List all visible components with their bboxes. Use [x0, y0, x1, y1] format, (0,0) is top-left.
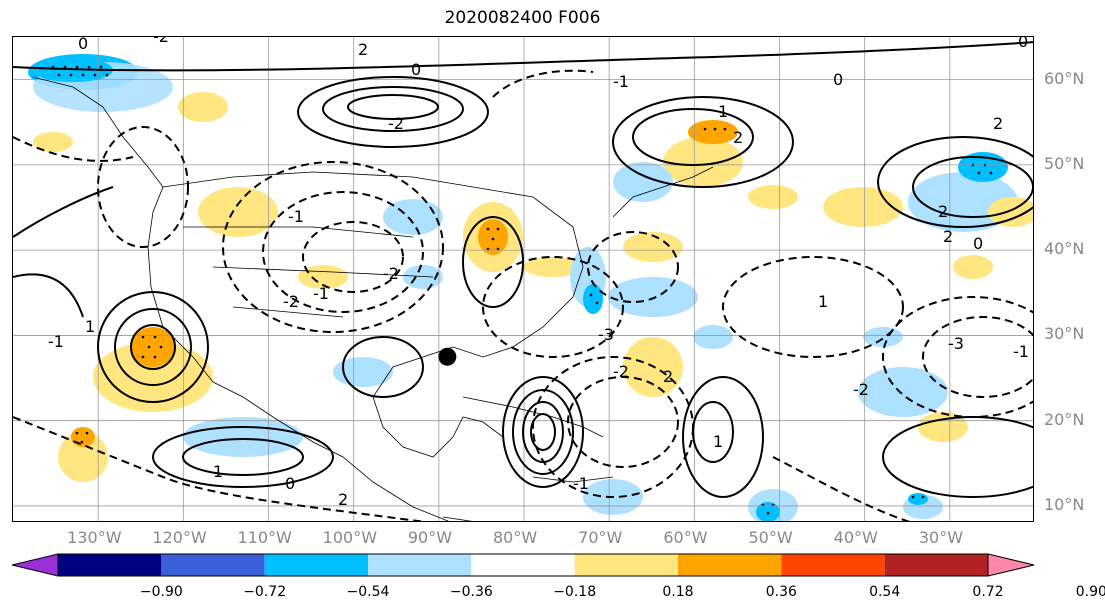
contour-label: 0	[833, 70, 843, 89]
contour-label: -2	[383, 264, 399, 283]
contour-label: -3	[948, 334, 964, 353]
gridlines	[13, 37, 1033, 521]
lon-tick-label: 30°W	[918, 528, 964, 547]
map-title: 2020082400 F006	[444, 8, 601, 28]
colorbar-tick-label: −0.36	[449, 584, 493, 600]
colorbar-tick-label: −0.90	[139, 584, 183, 600]
colorbar-segment	[58, 554, 162, 576]
colorbar-extend-high	[987, 553, 1035, 577]
colorbar-segment	[574, 554, 678, 576]
colorbar-segment	[161, 554, 265, 576]
colorbar-extend-low	[11, 553, 59, 577]
map-canvas: 0-220-1100-22-1-3-22102-1-21-120-21-3-12…	[13, 37, 1033, 521]
contour-label: -2	[853, 380, 869, 399]
contour-label: -3	[598, 325, 614, 344]
contour-label: 0	[78, 37, 88, 53]
colorbar-tick-label: −0.72	[243, 584, 287, 600]
colorbar-tick-label: 0.90	[1075, 584, 1105, 600]
contour-label: 2	[943, 227, 953, 246]
contour-label: 2	[358, 40, 368, 59]
contour-label: 1	[85, 317, 95, 336]
lon-tick-label: 120°W	[152, 528, 207, 547]
contour-label: -2	[613, 362, 629, 381]
colorbar-segment	[884, 554, 988, 576]
contour-label: 0	[1018, 37, 1028, 51]
lon-tick-label: 130°W	[67, 528, 122, 547]
colorbar-tick-label: 0.18	[662, 584, 694, 600]
lat-tick-label: 20°N	[1044, 409, 1085, 429]
lat-tick-label: 40°N	[1044, 239, 1085, 259]
contour-label: 0	[285, 474, 295, 493]
lat-tick-label: 60°N	[1044, 68, 1085, 88]
contour-label: 2	[663, 367, 673, 386]
lat-tick-label: 10°N	[1044, 494, 1085, 514]
contour-label: -1	[48, 332, 64, 351]
colorbar-segment	[368, 554, 472, 576]
contour-label: 1	[718, 102, 728, 121]
contour-label: 0	[411, 60, 421, 79]
dashed-contours	[13, 69, 1033, 521]
lon-tick-label: 90°W	[407, 528, 453, 547]
contour-label: 2	[338, 490, 348, 509]
contour-label: -2	[153, 37, 169, 46]
lon-tick-label: 40°W	[833, 528, 878, 547]
colorbar-tick-label: 0.36	[765, 584, 797, 600]
contour-label: 1	[713, 432, 723, 451]
contour-label: 2	[993, 114, 1003, 133]
lon-tick-label: 50°W	[748, 528, 793, 547]
contour-label: 2	[733, 128, 743, 147]
contour-label: -1	[313, 284, 329, 303]
storm-marker	[438, 347, 457, 366]
contour-label: -2	[283, 292, 299, 311]
contour-label: -2	[388, 114, 404, 133]
lon-tick-label: 80°W	[493, 528, 538, 547]
colorbar-segment	[471, 554, 575, 576]
contour-labels: 0-220-1100-22-1-3-22102-1-21-120-21-3-12…	[48, 37, 1029, 509]
lon-tick-label: 70°W	[578, 528, 623, 547]
colorbar-tick-label: −0.18	[553, 584, 597, 600]
solid-contours	[13, 41, 1033, 498]
colorbar-tick-label: 0.54	[869, 584, 901, 600]
colorbar-segment	[781, 554, 885, 576]
lat-tick-label: 50°N	[1044, 153, 1085, 173]
contour-label: 2	[938, 202, 948, 221]
contour-label: 1	[818, 292, 828, 311]
contour-label: -1	[573, 474, 589, 493]
lon-tick-label: 110°W	[237, 528, 292, 547]
lat-tick-label: 30°N	[1044, 324, 1085, 344]
colorbar-tick-label: −0.54	[346, 584, 390, 600]
contour-label: 1	[213, 462, 223, 481]
colorbar-outline	[57, 553, 989, 577]
lon-tick-label: 100°W	[322, 528, 378, 547]
contour-label: 0	[973, 234, 983, 253]
lon-tick-label: 60°W	[663, 528, 708, 547]
map-panel: 0-220-1100-22-1-3-22102-1-21-120-21-3-12…	[12, 36, 1034, 522]
colorbar-tick-label: 0.72	[972, 584, 1004, 600]
contour-label: -1	[288, 207, 304, 226]
contour-label: -1	[1013, 342, 1029, 361]
contour-label: -1	[613, 72, 629, 91]
colorbar	[11, 553, 1035, 577]
colorbar-segment	[678, 554, 782, 576]
colorbar-segment	[264, 554, 368, 576]
